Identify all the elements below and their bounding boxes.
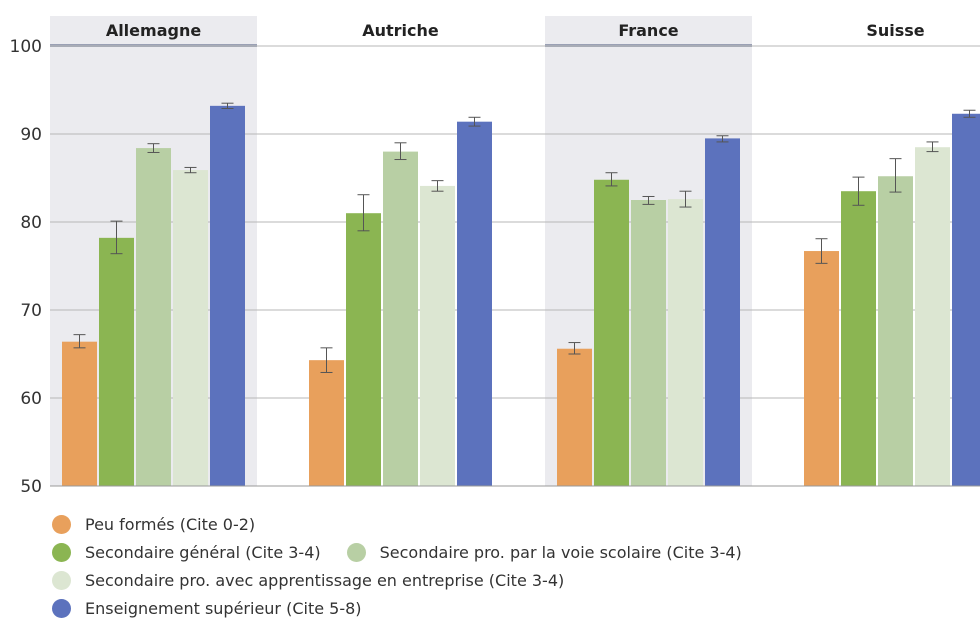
- bar-chart: 50 60 70 80 90 100 Allemagne Autriche France Suis…: [10, 16, 980, 497]
- bar: [804, 251, 839, 486]
- category-label: France: [618, 21, 678, 40]
- legend: Peu formés (Cite 0-2) Secondaire général …: [52, 510, 768, 622]
- legend-label: Secondaire général (Cite 3-4): [85, 542, 321, 562]
- bar: [631, 200, 666, 486]
- legend-entry: Secondaire pro. par la voie scolaire (Ci…: [346, 542, 742, 562]
- bar: [952, 113, 980, 486]
- legend-entry: Peu formés (Cite 0-2): [52, 514, 256, 534]
- bar: [878, 176, 913, 487]
- y-tick-label: 60: [20, 389, 42, 409]
- legend-row: Secondaire pro. avec apprentissage en en…: [52, 566, 768, 594]
- legend-swatch: [346, 542, 366, 562]
- legend-label: Peu formés (Cite 0-2): [85, 514, 256, 534]
- legend-swatch: [52, 514, 71, 534]
- bar: [557, 348, 592, 486]
- bar: [705, 138, 740, 486]
- bar: [420, 185, 455, 487]
- legend-row: Enseignement supérieur (Cite 5-8): [52, 594, 768, 622]
- legend-row: Secondaire général (Cite 3-4) Secondaire …: [52, 538, 768, 566]
- legend-entry: Secondaire général (Cite 3-4): [52, 542, 321, 562]
- bar: [99, 237, 134, 486]
- category-label: Suisse: [866, 21, 924, 40]
- legend-entry: Secondaire pro. avec apprentissage en en…: [52, 570, 565, 590]
- legend-label: Secondaire pro. par la voie scolaire (Ci…: [379, 542, 742, 562]
- y-tick-label: 100: [10, 37, 42, 57]
- legend-row: Peu formés (Cite 0-2): [52, 510, 768, 538]
- y-tick-label: 50: [20, 477, 42, 497]
- category-label: Allemagne: [106, 21, 202, 40]
- legend-swatch: [52, 542, 71, 562]
- y-tick-label: 70: [20, 301, 42, 321]
- category-label: Autriche: [362, 21, 439, 40]
- bar: [594, 179, 629, 486]
- y-tick-label: 80: [20, 213, 42, 233]
- legend-swatch: [52, 598, 71, 618]
- legend-label: Secondaire pro. avec apprentissage en en…: [85, 570, 565, 590]
- bar: [136, 148, 171, 486]
- bar: [915, 147, 950, 486]
- bar: [457, 121, 492, 487]
- bar: [62, 341, 97, 486]
- bar: [346, 213, 381, 486]
- bar: [210, 105, 245, 486]
- bar: [173, 170, 208, 486]
- y-tick-label: 90: [20, 125, 42, 145]
- bar: [383, 151, 418, 486]
- bar: [309, 360, 344, 486]
- bar: [841, 191, 876, 486]
- legend-entry: Enseignement supérieur (Cite 5-8): [52, 598, 362, 618]
- legend-label: Enseignement supérieur (Cite 5-8): [85, 598, 362, 618]
- bar: [668, 199, 703, 486]
- legend-swatch: [52, 570, 71, 590]
